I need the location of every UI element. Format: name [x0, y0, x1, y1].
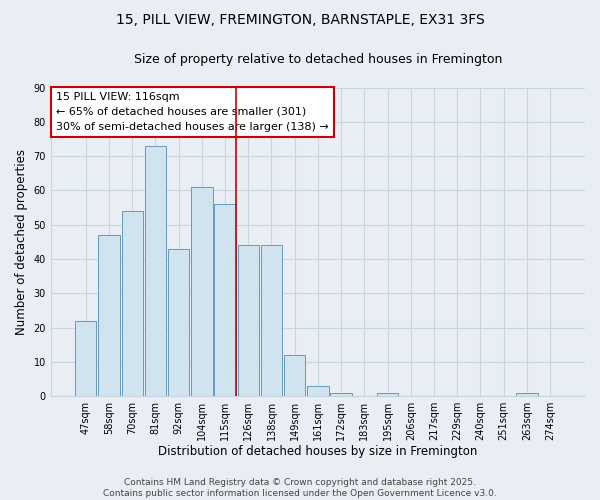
- Bar: [377, 392, 398, 396]
- Y-axis label: Number of detached properties: Number of detached properties: [15, 149, 28, 335]
- Bar: [168, 248, 189, 396]
- Bar: [238, 245, 259, 396]
- Bar: [214, 204, 236, 396]
- Bar: [284, 355, 305, 396]
- Bar: [331, 392, 352, 396]
- Text: 15, PILL VIEW, FREMINGTON, BARNSTAPLE, EX31 3FS: 15, PILL VIEW, FREMINGTON, BARNSTAPLE, E…: [116, 12, 484, 26]
- Bar: [145, 146, 166, 396]
- Bar: [122, 211, 143, 396]
- Text: 15 PILL VIEW: 116sqm
← 65% of detached houses are smaller (301)
30% of semi-deta: 15 PILL VIEW: 116sqm ← 65% of detached h…: [56, 92, 329, 132]
- Bar: [307, 386, 329, 396]
- Bar: [98, 235, 119, 396]
- X-axis label: Distribution of detached houses by size in Fremington: Distribution of detached houses by size …: [158, 444, 478, 458]
- Bar: [261, 245, 282, 396]
- Text: Contains HM Land Registry data © Crown copyright and database right 2025.
Contai: Contains HM Land Registry data © Crown c…: [103, 478, 497, 498]
- Bar: [191, 187, 212, 396]
- Title: Size of property relative to detached houses in Fremington: Size of property relative to detached ho…: [134, 52, 502, 66]
- Bar: [516, 392, 538, 396]
- Bar: [75, 320, 97, 396]
